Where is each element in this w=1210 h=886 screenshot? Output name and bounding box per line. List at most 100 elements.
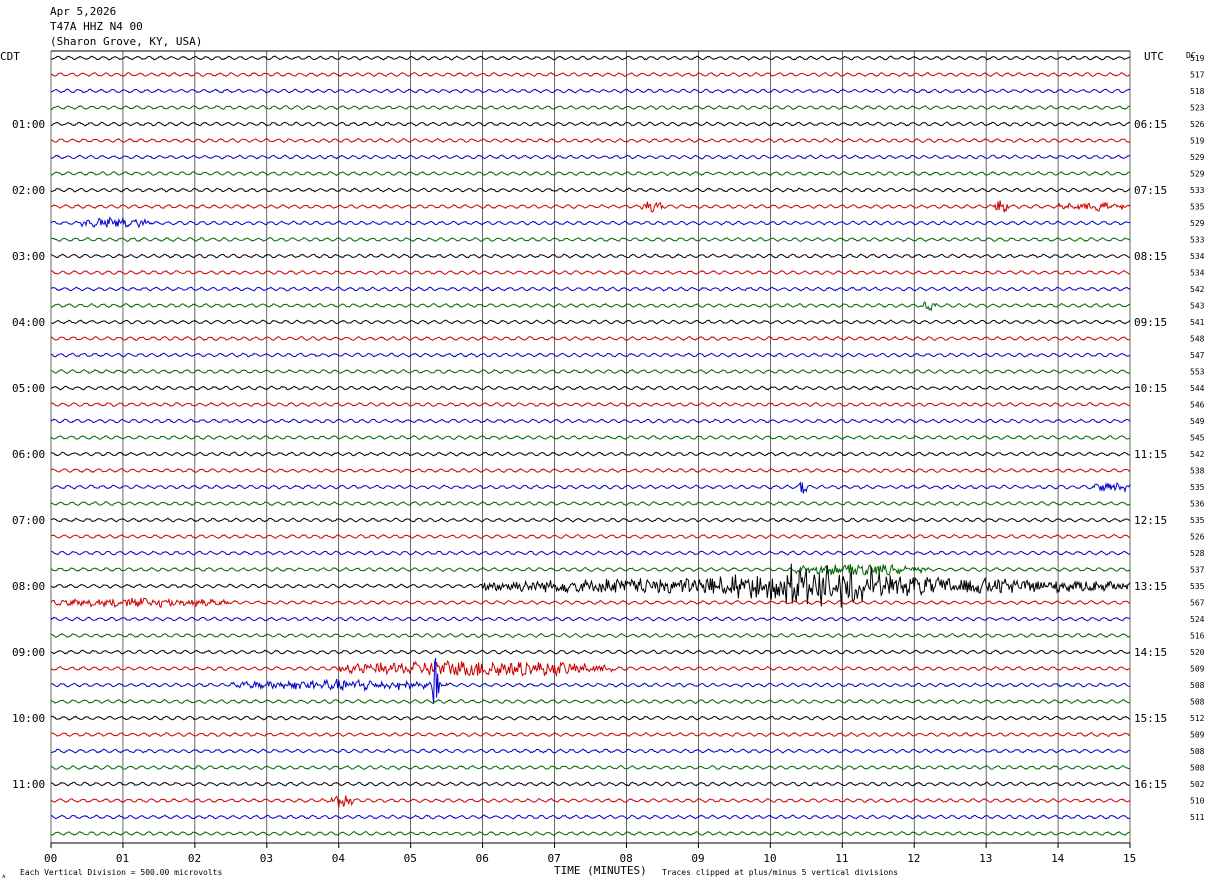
trace-7 xyxy=(50,170,1131,177)
dc-offset-label: 508 xyxy=(1190,764,1205,773)
left-hour-label: 03:00 xyxy=(12,250,45,263)
trace-33 xyxy=(50,597,1131,609)
trace-28 xyxy=(51,517,1131,523)
x-tick-label: 03 xyxy=(260,852,273,865)
trace-38 xyxy=(50,657,1131,705)
trace-lines xyxy=(50,55,1131,836)
right-hour-label: 09:15 xyxy=(1134,316,1167,329)
trace-18 xyxy=(50,352,1131,358)
dc-offset-label: 516 xyxy=(1190,632,1205,641)
trace-21 xyxy=(50,401,1131,408)
dc-offset-label: 508 xyxy=(1190,681,1205,690)
x-tick-label: 14 xyxy=(1051,852,1065,865)
left-hour-label: 09:00 xyxy=(12,646,45,659)
dc-offset-label: 524 xyxy=(1190,615,1205,624)
dc-offset-label: 545 xyxy=(1190,434,1205,443)
trace-13 xyxy=(50,270,1131,275)
dc-offset-label: 519 xyxy=(1190,54,1205,63)
trace-25 xyxy=(50,468,1131,474)
dc-offset-label: 526 xyxy=(1190,533,1205,542)
dc-offset-label: 535 xyxy=(1190,203,1205,212)
scale-note: Each Vertical Division = 500.00 microvol… xyxy=(20,868,222,877)
trace-4 xyxy=(50,121,1130,127)
left-hour-label: 01:00 xyxy=(12,118,45,131)
trace-17 xyxy=(51,335,1131,342)
x-tick-label: 15 xyxy=(1123,852,1136,865)
x-tick-label: 06 xyxy=(476,852,489,865)
dc-offset-label: 541 xyxy=(1190,318,1205,327)
left-timezone-label: CDT xyxy=(0,50,20,63)
trace-41 xyxy=(50,731,1130,737)
dc-offset-label: 523 xyxy=(1190,104,1205,113)
dc-offset-label: 519 xyxy=(1190,137,1205,146)
left-hour-label: 11:00 xyxy=(12,778,45,791)
x-tick-label: 04 xyxy=(332,852,346,865)
right-hour-label: 14:15 xyxy=(1134,646,1167,659)
left-hour-label: 10:00 xyxy=(12,712,45,725)
dc-offset-label: 529 xyxy=(1190,153,1205,162)
trace-2 xyxy=(51,88,1131,94)
station-label: T47A HHZ N4 00 xyxy=(50,20,143,33)
right-hour-label: 10:15 xyxy=(1134,382,1167,395)
trace-27 xyxy=(50,501,1131,507)
x-tick-label: 12 xyxy=(907,852,920,865)
dc-offset-label: 536 xyxy=(1190,500,1205,509)
trace-3 xyxy=(50,105,1131,111)
left-hour-label: 06:00 xyxy=(12,448,45,461)
trace-12 xyxy=(50,253,1131,259)
dc-offset-label: 509 xyxy=(1190,665,1205,674)
trace-43 xyxy=(50,765,1131,770)
dc-offset-label: 537 xyxy=(1190,566,1205,575)
trace-22 xyxy=(50,418,1131,424)
trace-46 xyxy=(50,814,1131,820)
trace-34 xyxy=(50,616,1131,622)
right-timezone-label: UTC xyxy=(1144,50,1164,63)
x-tick-label: 09 xyxy=(691,852,704,865)
dc-offset-label: 553 xyxy=(1190,368,1205,377)
dc-offset-label: 509 xyxy=(1190,731,1205,740)
dc-offset-label: 546 xyxy=(1190,401,1205,410)
dc-offset-label: 534 xyxy=(1190,269,1205,278)
trace-37 xyxy=(50,659,1130,678)
dc-offset-label: 528 xyxy=(1190,549,1205,558)
dc-offset-label: 517 xyxy=(1190,71,1205,80)
left-hour-label: 05:00 xyxy=(12,382,45,395)
right-hour-label: 06:15 xyxy=(1134,118,1167,131)
hour-labels: 01:00 02:00 03:00 04:00 05:00 06:00 07:00 08:00… xyxy=(12,118,1167,791)
dc-offset-label: 567 xyxy=(1190,599,1205,608)
x-tick-label: 08 xyxy=(619,852,632,865)
left-hour-label: 04:00 xyxy=(12,316,45,329)
time-axis-ticks: 00 01 02 03 04 05 06 07 08 09 10 11 12 13 14 15 xyxy=(44,843,1136,865)
trace-36 xyxy=(50,649,1131,655)
trace-0 xyxy=(51,55,1131,61)
dc-offset-label: 535 xyxy=(1190,483,1205,492)
right-hour-label: 13:15 xyxy=(1134,580,1167,593)
left-hour-label: 07:00 xyxy=(12,514,45,527)
dc-offset-label: 508 xyxy=(1190,747,1205,756)
dc-offset-labels: 519 517 518 523 526 519 529 529 533 535 529 533 534 5… xyxy=(1190,54,1205,822)
trace-19 xyxy=(50,368,1131,375)
trace-5 xyxy=(50,137,1131,144)
trace-6 xyxy=(50,154,1131,160)
dc-offset-label: 535 xyxy=(1190,516,1205,525)
dc-offset-label: 542 xyxy=(1190,285,1205,294)
trace-20 xyxy=(50,385,1131,391)
trace-42 xyxy=(50,748,1131,754)
trace-15 xyxy=(50,301,1131,312)
dc-header-label: DC xyxy=(1186,51,1196,60)
dc-offset-label: 502 xyxy=(1190,780,1205,789)
trace-8 xyxy=(50,187,1131,193)
dc-offset-label: 535 xyxy=(1190,582,1205,591)
dc-offset-label: 533 xyxy=(1190,236,1205,245)
right-hour-label: 07:15 xyxy=(1134,184,1167,197)
dc-offset-label: 533 xyxy=(1190,186,1205,195)
x-tick-label: 05 xyxy=(404,852,417,865)
trace-14 xyxy=(50,286,1131,292)
x-tick-label: 10 xyxy=(763,852,776,865)
trace-10 xyxy=(50,216,1131,229)
dc-offset-label: 511 xyxy=(1190,813,1205,822)
trace-26 xyxy=(50,481,1131,494)
left-hour-label: 08:00 xyxy=(12,580,45,593)
right-hour-label: 08:15 xyxy=(1134,250,1167,263)
x-tick-label: 02 xyxy=(188,852,201,865)
